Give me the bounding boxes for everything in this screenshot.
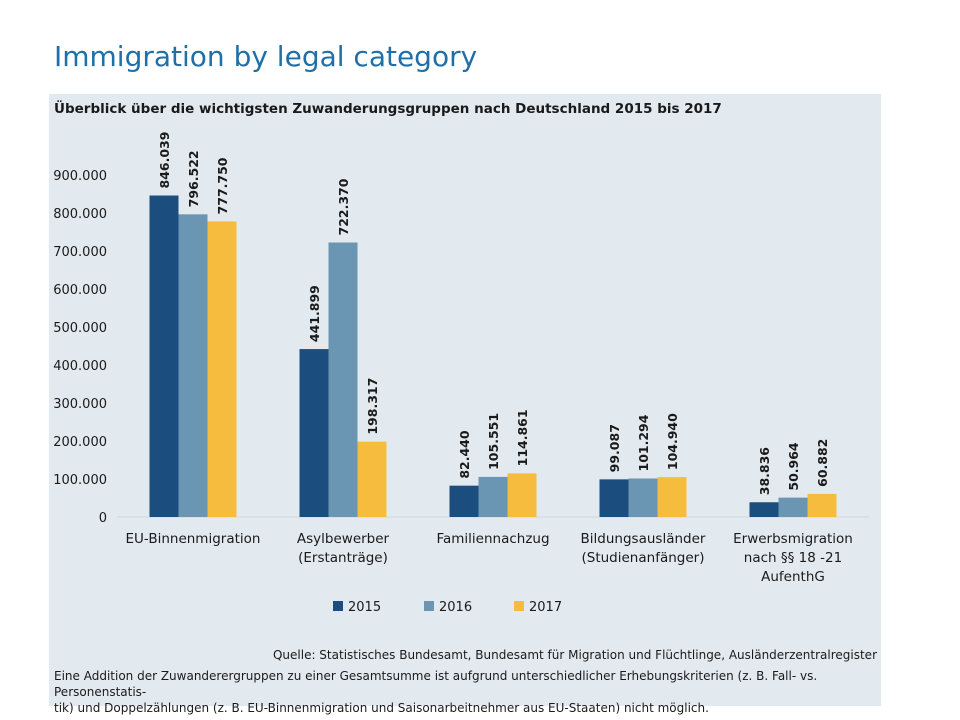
bar-2016: [328, 242, 358, 518]
bar-2017: [357, 441, 387, 517]
chart-title: Überblick über die wichtigsten Zuwanderu…: [54, 101, 722, 117]
y-tick-label: 0: [99, 511, 107, 526]
bar-2015: [749, 502, 779, 517]
bar-2017: [207, 221, 237, 517]
y-tick-label: 200.000: [53, 435, 107, 450]
data-label: 101.294: [636, 414, 651, 471]
slide-title: Immigration by legal category: [54, 40, 478, 73]
y-tick-label: 100.000: [53, 473, 107, 488]
data-label: 60.882: [815, 439, 830, 487]
chart-note-line: tik) und Doppelzählungen (z. B. EU-Binne…: [54, 701, 709, 715]
y-tick-label: 900.000: [53, 169, 107, 184]
y-tick-label: 700.000: [53, 245, 107, 260]
category-label: EU-Binnenmigration: [126, 531, 261, 547]
bar-2016: [478, 476, 508, 517]
data-label: 99.087: [607, 424, 622, 472]
category-label: Asylbewerber: [297, 531, 390, 547]
y-tick-label: 400.000: [53, 359, 107, 374]
category-label: Erwerbsmigration: [733, 531, 853, 547]
y-tick-label: 800.000: [53, 207, 107, 222]
bar-chart: 0 100.000 200.000 300.000 400.000 500.000 600.…: [53, 132, 869, 615]
bar-2016: [628, 478, 658, 517]
category-label: Bildungsausländer: [581, 531, 706, 547]
y-tick-label: 500.000: [53, 321, 107, 336]
y-tick-label: 300.000: [53, 397, 107, 412]
legend-label: 2017: [529, 600, 562, 615]
legend-label: 2016: [439, 600, 472, 615]
data-label: 104.940: [665, 413, 680, 470]
data-label: 796.522: [186, 150, 201, 207]
data-label: 114.861: [515, 409, 530, 466]
chart-source: Quelle: Statistisches Bundesamt, Bundesa…: [272, 648, 877, 662]
bar-2016: [778, 497, 808, 517]
category-label: (Erstanträge): [298, 550, 388, 566]
bar-2017: [807, 493, 837, 517]
bar-2015: [299, 349, 329, 517]
data-label: 82.440: [457, 430, 472, 479]
category-label: Familiennachzug: [436, 531, 549, 547]
data-label: 105.551: [486, 413, 501, 470]
data-label: 50.964: [786, 442, 801, 491]
data-label: 722.370: [336, 178, 351, 235]
chart-note: Eine Addition der Zuwanderergruppen zu e…: [54, 668, 880, 716]
data-label: 846.039: [157, 132, 172, 189]
legend-swatch-2017: [514, 601, 524, 611]
category-label: AufenthG: [761, 569, 825, 585]
bar-2016: [178, 214, 208, 517]
bar-2015: [449, 485, 479, 517]
legend-swatch-2015: [333, 601, 343, 611]
chart-note-line: Eine Addition der Zuwanderergruppen zu e…: [54, 669, 818, 699]
category-label: nach §§ 18 -21: [744, 550, 842, 566]
data-label: 777.750: [215, 157, 230, 214]
chart-panel: Überblick über die wichtigsten Zuwanderu…: [49, 94, 881, 715]
bar-2017: [507, 473, 537, 517]
bar-2015: [599, 479, 629, 517]
legend-label: 2015: [348, 600, 381, 615]
y-tick-label: 600.000: [53, 283, 107, 298]
bar-2017: [657, 477, 687, 517]
bar-2015: [149, 195, 179, 517]
data-label: 38.836: [757, 447, 772, 496]
category-label: (Studienanfänger): [582, 550, 705, 566]
data-label: 441.899: [307, 285, 322, 342]
data-label: 198.317: [365, 378, 380, 435]
legend-swatch-2016: [424, 601, 434, 611]
